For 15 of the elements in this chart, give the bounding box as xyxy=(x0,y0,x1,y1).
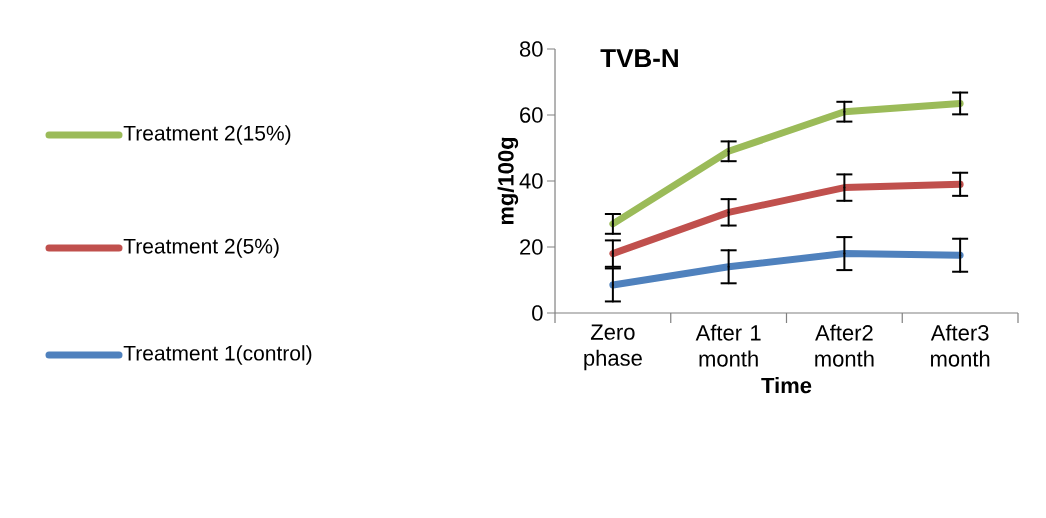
y-tick-label: 20 xyxy=(520,239,543,255)
y-tick-label: 0 xyxy=(532,305,543,321)
chart-title: TVB-N xyxy=(600,49,678,68)
x-tick-label: Zero phase xyxy=(584,324,642,371)
legend-label: Treatment 2(5%) xyxy=(123,238,279,258)
x-tick-label: After3 month xyxy=(930,324,990,367)
x-axis-title: Time xyxy=(761,377,812,394)
y-axis-title: mg/100g xyxy=(497,137,519,225)
legend-label: Treatment 1(control) xyxy=(123,345,312,365)
x-tick-label: After 1 month xyxy=(695,324,761,367)
legend-label: Treatment 2(15%) xyxy=(123,125,291,145)
y-tick-label: 80 xyxy=(519,41,543,57)
x-tick-label: After2 month xyxy=(815,324,874,367)
y-tick-label: 40 xyxy=(519,173,543,189)
y-tick-label: 60 xyxy=(520,107,543,123)
